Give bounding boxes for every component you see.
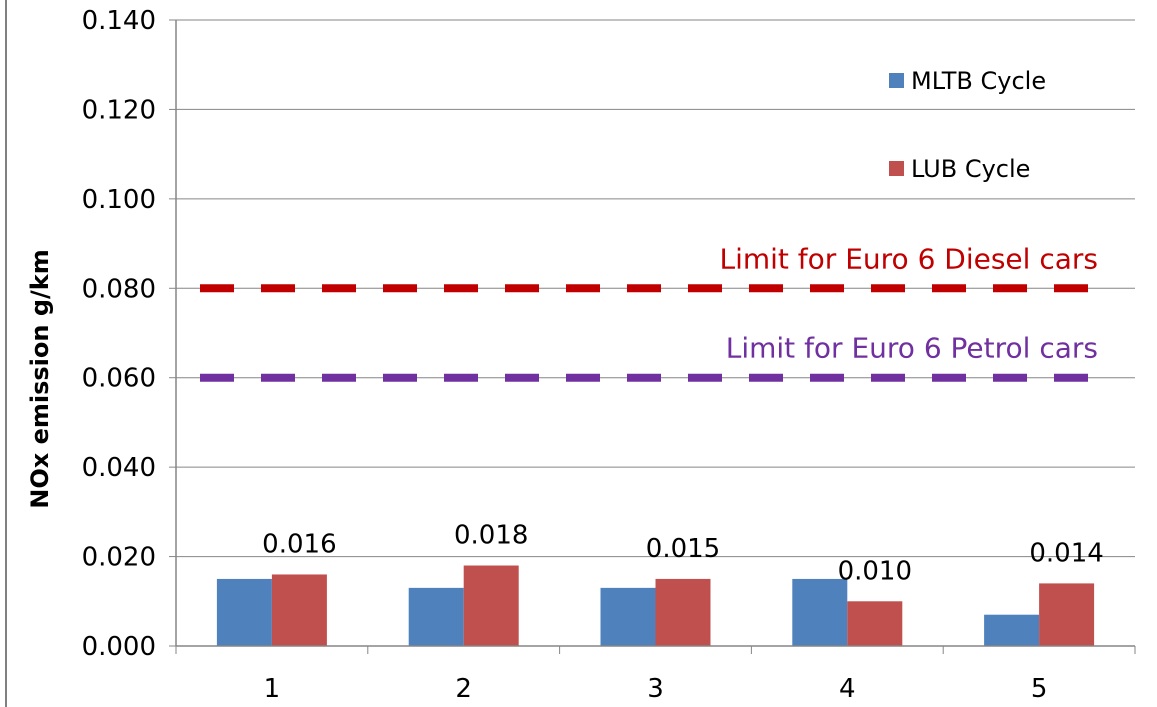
bar-mltb-cycle	[600, 587, 656, 646]
y-tick-label: 0.000	[82, 632, 156, 662]
reference-line-label: Limit for Euro 6 Diesel cars	[719, 242, 1098, 275]
reference-lines: Limit for Euro 6 Diesel cars Limit for Eu…	[200, 242, 1100, 382]
x-tick-label: 1	[264, 674, 281, 704]
axes	[175, 20, 1136, 654]
bar-mltb-cycle	[984, 614, 1040, 646]
bar-mltb-cycle	[792, 578, 848, 646]
data-label: 0.015	[646, 534, 720, 564]
x-tick-label: 3	[647, 674, 664, 704]
x-tick-labels: 1 2 3 4 5	[264, 674, 1048, 704]
data-label: 0.016	[262, 529, 336, 559]
legend-swatch-lub	[889, 161, 904, 176]
bar-lub-cycle	[1039, 583, 1095, 646]
reference-line-label: Limit for Euro 6 Petrol cars	[726, 332, 1098, 365]
x-tick-label: 2	[455, 674, 472, 704]
y-tick-label: 0.100	[82, 185, 156, 215]
bar-lub-cycle	[655, 578, 711, 646]
x-tick-label: 4	[839, 674, 856, 704]
y-tick-labels: 0.000 0.020 0.040 0.060 0.080 0.100 0.120 0.140	[82, 6, 156, 662]
data-label: 0.010	[838, 556, 912, 586]
legend-label-lub: LUB Cycle	[911, 155, 1030, 183]
y-tick-label: 0.120	[82, 95, 156, 125]
data-labels: 0.016 0.018 0.015 0.010 0.014	[262, 521, 1104, 587]
bars	[216, 565, 1095, 646]
y-tick-label: 0.140	[82, 6, 156, 36]
x-tick-label: 5	[1031, 674, 1048, 704]
y-axis-label: NOx emission g/km	[26, 249, 54, 508]
bar-lub-cycle	[463, 565, 519, 646]
y-tick-label: 0.020	[82, 543, 156, 573]
y-tick-label: 0.040	[82, 453, 156, 483]
y-tick-label: 0.080	[82, 274, 156, 304]
data-label: 0.014	[1029, 538, 1103, 568]
bar-lub-cycle	[847, 601, 903, 646]
legend-swatch-mltb	[889, 73, 904, 88]
bar-lub-cycle	[271, 574, 327, 646]
bar-mltb-cycle	[216, 578, 272, 646]
data-label: 0.018	[454, 521, 528, 551]
legend-label-mltb: MLTB Cycle	[911, 67, 1046, 95]
y-tick-label: 0.060	[82, 364, 156, 394]
legend: MLTB Cycle LUB Cycle	[889, 67, 1046, 183]
bar-mltb-cycle	[408, 587, 464, 646]
